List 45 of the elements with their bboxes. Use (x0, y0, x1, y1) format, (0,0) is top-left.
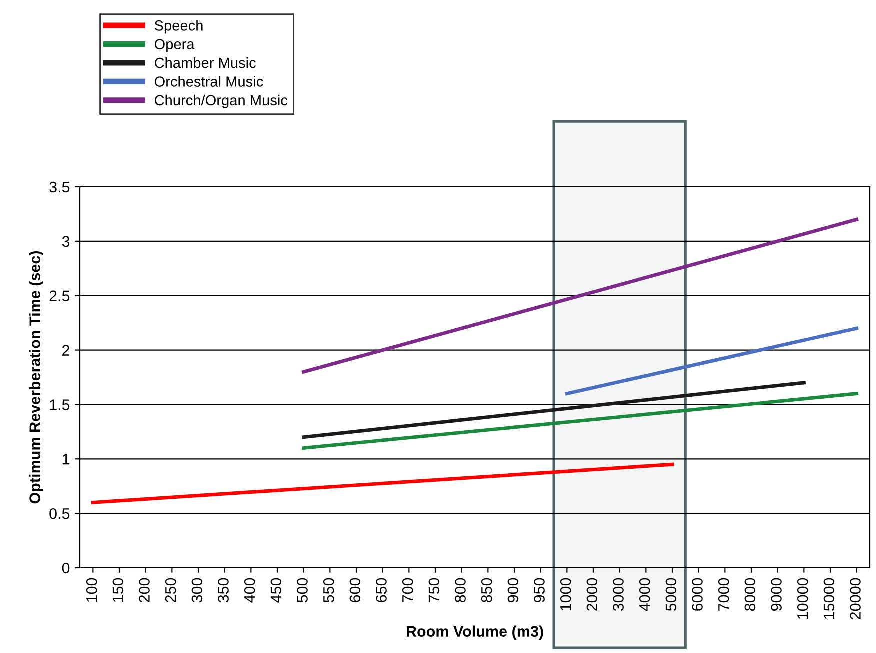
y-axis-title: Optimum Reverberation Time (sec) (29, 251, 44, 504)
x-tick-label: 4000 (639, 578, 650, 612)
x-tick-label: 8000 (744, 578, 756, 612)
x-tick-label: 900 (508, 578, 519, 602)
y-tick-label: 0 (62, 562, 70, 574)
x-tick-label: 300 (192, 578, 203, 603)
x-tick-label: 9000 (771, 578, 782, 611)
x-tick-label: 400 (244, 578, 256, 603)
x-tick-label: 1000 (560, 578, 572, 611)
x-tick-label: 3000 (613, 578, 624, 612)
x-tick-label: 500 (297, 578, 308, 603)
legend-label: Orchestral Music (154, 76, 264, 87)
x-axis-title: Room Volume (m3) (406, 626, 544, 640)
x-tick-label: 850 (481, 578, 492, 603)
x-tick-label: 350 (218, 578, 229, 603)
legend-label: Church/Organ Music (154, 94, 288, 109)
y-tick-label: 3 (62, 236, 70, 248)
x-tick-label: 20000 (850, 578, 861, 620)
x-tick-label: 150 (112, 578, 124, 602)
y-tick-label: 2.5 (50, 290, 70, 302)
legend-label: Chamber Music (154, 58, 256, 68)
legend-label: Opera (154, 39, 195, 52)
x-tick-label: 450 (270, 578, 282, 603)
y-tick-label: 1.5 (50, 400, 70, 410)
y-tick-label: 2 (62, 345, 70, 356)
x-tick-label: 6000 (692, 578, 703, 611)
legend-label: Speech (154, 20, 203, 34)
x-tick-label: 100 (86, 578, 98, 602)
x-tick-label: 5000 (666, 578, 677, 612)
x-tick-label: 200 (139, 578, 150, 602)
x-tick-label: 250 (165, 578, 176, 602)
x-tick-label: 600 (350, 578, 361, 602)
x-tick-label: 15000 (824, 578, 835, 620)
x-tick-label: 750 (428, 578, 440, 602)
x-tick-label: 550 (323, 578, 334, 603)
x-tick-label: 650 (376, 578, 387, 602)
x-tick-label: 10000 (797, 578, 808, 620)
x-tick-label: 800 (455, 578, 466, 603)
y-tick-label: 1 (62, 454, 70, 465)
x-tick-label: 700 (402, 578, 414, 602)
x-tick-label: 950 (534, 578, 545, 602)
y-tick-label: 3.5 (50, 182, 70, 193)
y-tick-label: 0.5 (50, 508, 70, 520)
x-tick-label: 7000 (718, 578, 730, 611)
x-tick-label: 2000 (586, 578, 598, 611)
